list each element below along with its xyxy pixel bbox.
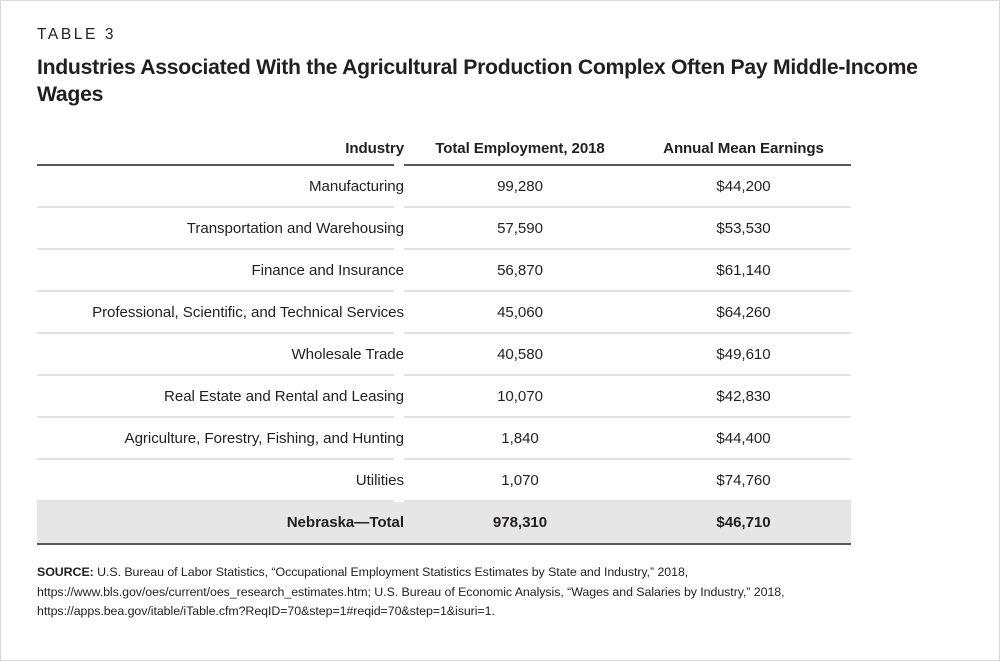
row-divider-segment-values xyxy=(404,416,851,419)
table-row: Wholesale Trade 40,580 $49,610 xyxy=(37,334,851,374)
row-divider-segment-industry xyxy=(37,458,404,461)
source-note: SOURCE: U.S. Bureau of Labor Statistics,… xyxy=(37,563,859,621)
table-row: Finance and Insurance 56,870 $61,140 xyxy=(37,250,851,290)
row-divider-segment-industry xyxy=(37,206,404,209)
cell-total-employment: 978,310 xyxy=(404,502,636,544)
table-title: Industries Associated With the Agricultu… xyxy=(37,55,918,107)
table-header: Industry Total Employment, 2018 Annual M… xyxy=(37,132,851,167)
table-total-row: Nebraska—Total 978,310 $46,710 xyxy=(37,502,851,544)
row-divider xyxy=(37,416,851,419)
row-divider-segment-industry xyxy=(37,500,404,503)
column-header-industry: Industry xyxy=(345,139,404,157)
row-divider xyxy=(37,332,851,335)
source-label: SOURCE: xyxy=(37,565,94,580)
cell-industry: Transportation and Warehousing xyxy=(186,219,404,237)
column-header-employment: Total Employment, 2018 xyxy=(435,139,605,157)
cell-employment: 56,870 xyxy=(497,261,543,279)
cell-industry: Manufacturing xyxy=(309,177,404,195)
source-text: U.S. Bureau of Labor Statistics, “Occupa… xyxy=(37,565,785,619)
row-divider xyxy=(37,206,851,209)
figure-content: TABLE 3 Industries Associated With the A… xyxy=(37,26,918,622)
table-row: Real Estate and Rental and Leasing 10,07… xyxy=(37,376,851,416)
header-rule xyxy=(37,164,851,167)
cell-employment: 40,580 xyxy=(497,345,543,363)
cell-industry: Real Estate and Rental and Leasing xyxy=(164,387,404,405)
cell-total-label: Nebraska—Total xyxy=(37,502,404,544)
cell-employment: 99,280 xyxy=(497,177,543,195)
table-row: Agriculture, Forestry, Fishing, and Hunt… xyxy=(37,418,851,458)
row-divider-segment-values xyxy=(404,206,851,209)
cell-earnings: $49,610 xyxy=(716,345,771,363)
cell-earnings: $42,830 xyxy=(716,387,771,405)
row-divider xyxy=(37,290,851,293)
cell-industry: Wholesale Trade xyxy=(291,345,404,363)
cell-earnings: $44,400 xyxy=(716,429,771,447)
cell-earnings: $61,140 xyxy=(716,261,771,279)
cell-employment: 10,070 xyxy=(497,387,543,405)
row-divider-segment-industry xyxy=(37,416,404,419)
row-divider-segment-values xyxy=(404,290,851,293)
row-divider-segment-industry xyxy=(37,290,404,293)
cell-employment: 1,840 xyxy=(501,429,539,447)
cell-earnings: $44,200 xyxy=(716,177,771,195)
cell-industry: Finance and Insurance xyxy=(251,261,404,279)
row-divider-segment-values xyxy=(404,500,851,503)
table-row: Manufacturing 99,280 $44,200 xyxy=(37,166,851,206)
table-row: Professional, Scientific, and Technical … xyxy=(37,292,851,332)
table-bottom-rule xyxy=(37,543,851,546)
table-number-label: TABLE 3 xyxy=(37,26,117,43)
row-divider xyxy=(37,458,851,461)
cell-employment: 45,060 xyxy=(497,303,543,321)
row-divider-segment-industry xyxy=(37,332,404,335)
cell-industry: Professional, Scientific, and Technical … xyxy=(92,303,404,321)
row-divider-segment-industry xyxy=(37,374,404,377)
header-rule-segment-values xyxy=(404,164,851,167)
cell-earnings: $53,530 xyxy=(716,219,771,237)
cell-industry: Agriculture, Forestry, Fishing, and Hunt… xyxy=(124,429,405,447)
row-divider-segment-values xyxy=(404,332,851,335)
table-row: Transportation and Warehousing 57,590 $5… xyxy=(37,208,851,248)
row-divider xyxy=(37,374,851,377)
cell-earnings: $64,260 xyxy=(716,303,771,321)
table-row: Utilities 1,070 $74,760 xyxy=(37,460,851,500)
row-divider-segment-industry xyxy=(37,248,404,251)
cell-employment: 57,590 xyxy=(497,219,543,237)
cell-employment: 1,070 xyxy=(501,471,539,489)
data-table: Industry Total Employment, 2018 Annual M… xyxy=(37,132,851,544)
row-divider-segment-values xyxy=(404,248,851,251)
cell-total-earnings: $46,710 xyxy=(636,502,851,544)
row-divider-segment-values xyxy=(404,374,851,377)
row-divider-segment-values xyxy=(404,458,851,461)
table-header-row: Industry Total Employment, 2018 Annual M… xyxy=(37,132,851,164)
table-body: Manufacturing 99,280 $44,200 Transportat… xyxy=(37,166,851,544)
cell-earnings: $74,760 xyxy=(716,471,771,489)
cell-industry: Utilities xyxy=(355,471,404,489)
row-divider xyxy=(37,248,851,251)
column-header-earnings: Annual Mean Earnings xyxy=(663,139,824,157)
row-divider xyxy=(37,500,851,503)
header-rule-segment-industry xyxy=(37,164,404,167)
